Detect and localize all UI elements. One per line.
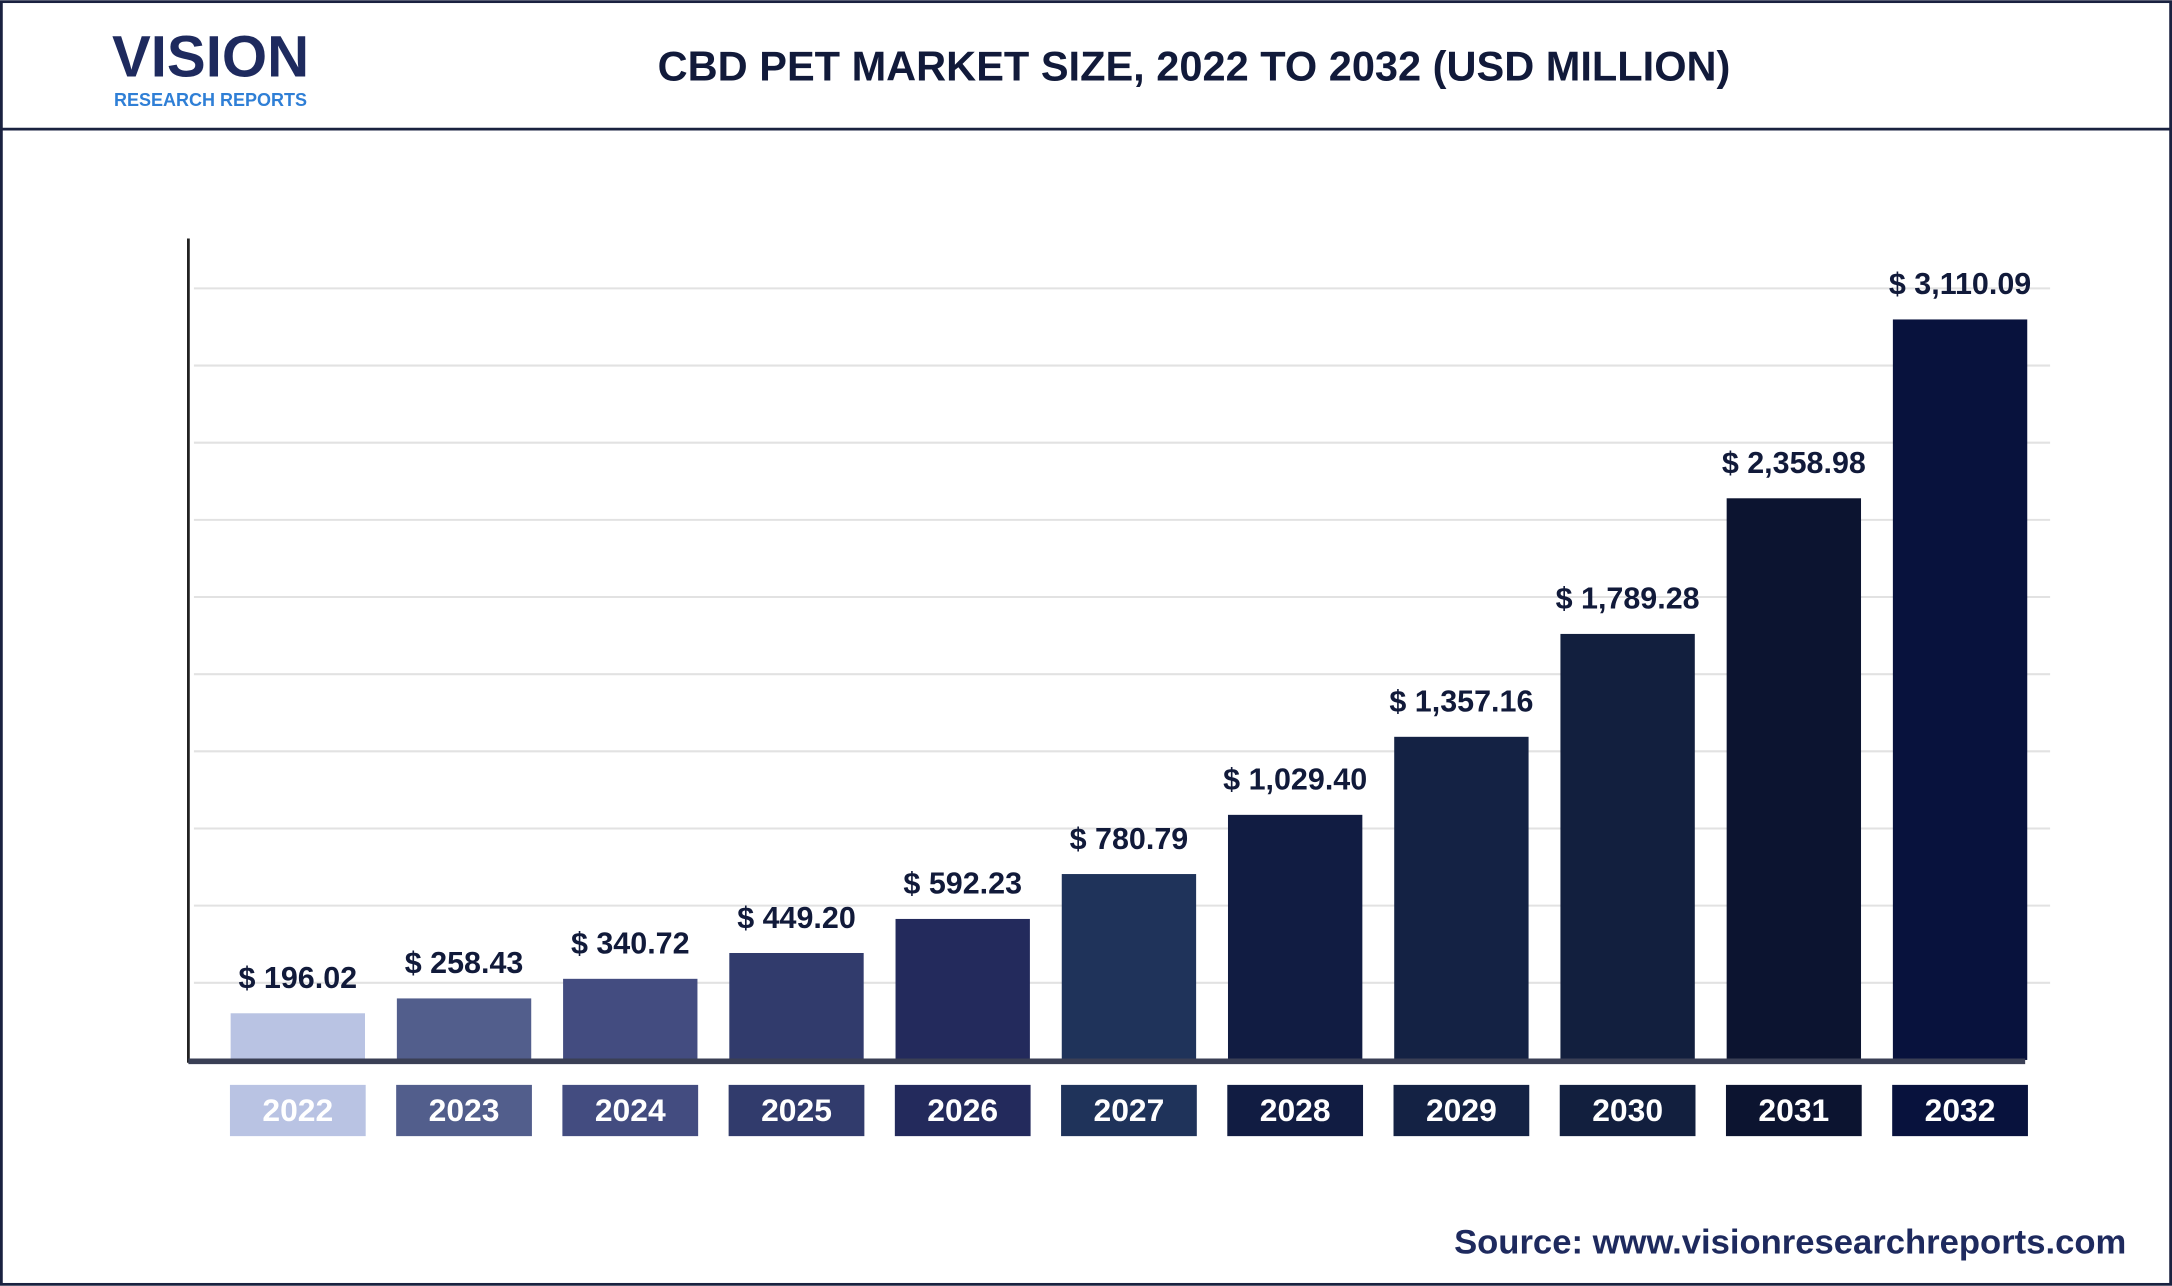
x-tick-label: 2029 <box>1426 1092 1497 1128</box>
x-tick-label: 2023 <box>429 1092 500 1128</box>
x-tick-label: 2025 <box>761 1092 832 1128</box>
value-label: $ 1,357.16 <box>1389 685 1533 719</box>
x-tick-label: 2031 <box>1758 1092 1829 1128</box>
bar <box>1394 736 1529 1060</box>
bar <box>1061 874 1197 1060</box>
value-label: $ 258.43 <box>405 946 524 980</box>
bar <box>396 998 532 1060</box>
x-tick-label: 2027 <box>1094 1092 1165 1128</box>
value-label: $ 2,358.98 <box>1722 446 1866 480</box>
category-box <box>229 1084 366 1137</box>
value-label: $ 1,789.28 <box>1556 582 1700 616</box>
category-box <box>728 1084 865 1137</box>
category-box <box>1725 1084 1862 1137</box>
value-label: $ 780.79 <box>1070 822 1189 856</box>
source: Source: www.visionresearchreports.com <box>1454 1223 2126 1261</box>
chart-title: CBD PET MARKET SIZE, 2022 TO 2032 (USD M… <box>658 42 1731 89</box>
value-label: $ 449.20 <box>737 901 856 935</box>
category-box <box>1393 1084 1530 1137</box>
bar <box>895 918 1030 1060</box>
category-box <box>562 1084 699 1137</box>
x-tick-label: 2032 <box>1925 1092 1996 1128</box>
value-label: $ 196.02 <box>239 961 358 995</box>
logo-name: VISION <box>112 25 309 90</box>
x-tick-label: 2026 <box>927 1092 998 1128</box>
category-box <box>1892 1084 2028 1137</box>
category-box <box>396 1084 532 1137</box>
x-tick-label: 2028 <box>1260 1092 1331 1128</box>
logo-tagline: RESEARCH REPORTS <box>114 90 307 110</box>
category-box <box>894 1084 1031 1137</box>
value-label: $ 1,029.40 <box>1223 763 1367 797</box>
category-box <box>1061 1084 1197 1137</box>
x-tick-label: 2024 <box>595 1092 666 1128</box>
x-tick-label: 2022 <box>262 1092 333 1128</box>
bar <box>1892 319 2028 1060</box>
bar <box>230 1013 366 1060</box>
bar <box>563 978 698 1060</box>
value-label: $ 592.23 <box>903 867 1022 901</box>
bar <box>1560 633 1695 1060</box>
category-box <box>1227 1084 1364 1137</box>
category-box <box>1559 1084 1696 1137</box>
bar <box>1227 814 1363 1060</box>
bar <box>1726 498 1862 1060</box>
value-label: $ 3,110.09 <box>1889 267 2031 301</box>
bar <box>729 952 864 1060</box>
value-label: $ 340.72 <box>571 927 690 961</box>
x-tick-label: 2030 <box>1592 1092 1663 1128</box>
